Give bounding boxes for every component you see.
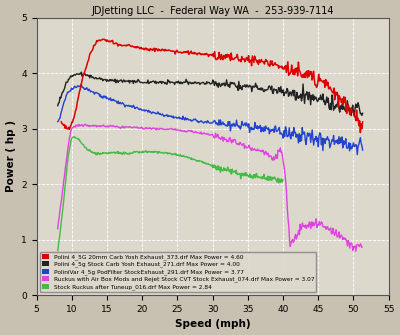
Title: JDJetting LLC  -  Federal Way WA  -  253-939-7114: JDJetting LLC - Federal Way WA - 253-939… [91, 6, 334, 15]
X-axis label: Speed (mph): Speed (mph) [175, 320, 250, 329]
Legend: Polini 4_5G 20mm Carb Yosh Exhaust_373.drf Max Power = 4.60, Polini 4_5g Stock C: Polini 4_5G 20mm Carb Yosh Exhaust_373.d… [40, 252, 316, 292]
Y-axis label: Power ( hp ): Power ( hp ) [6, 121, 16, 192]
